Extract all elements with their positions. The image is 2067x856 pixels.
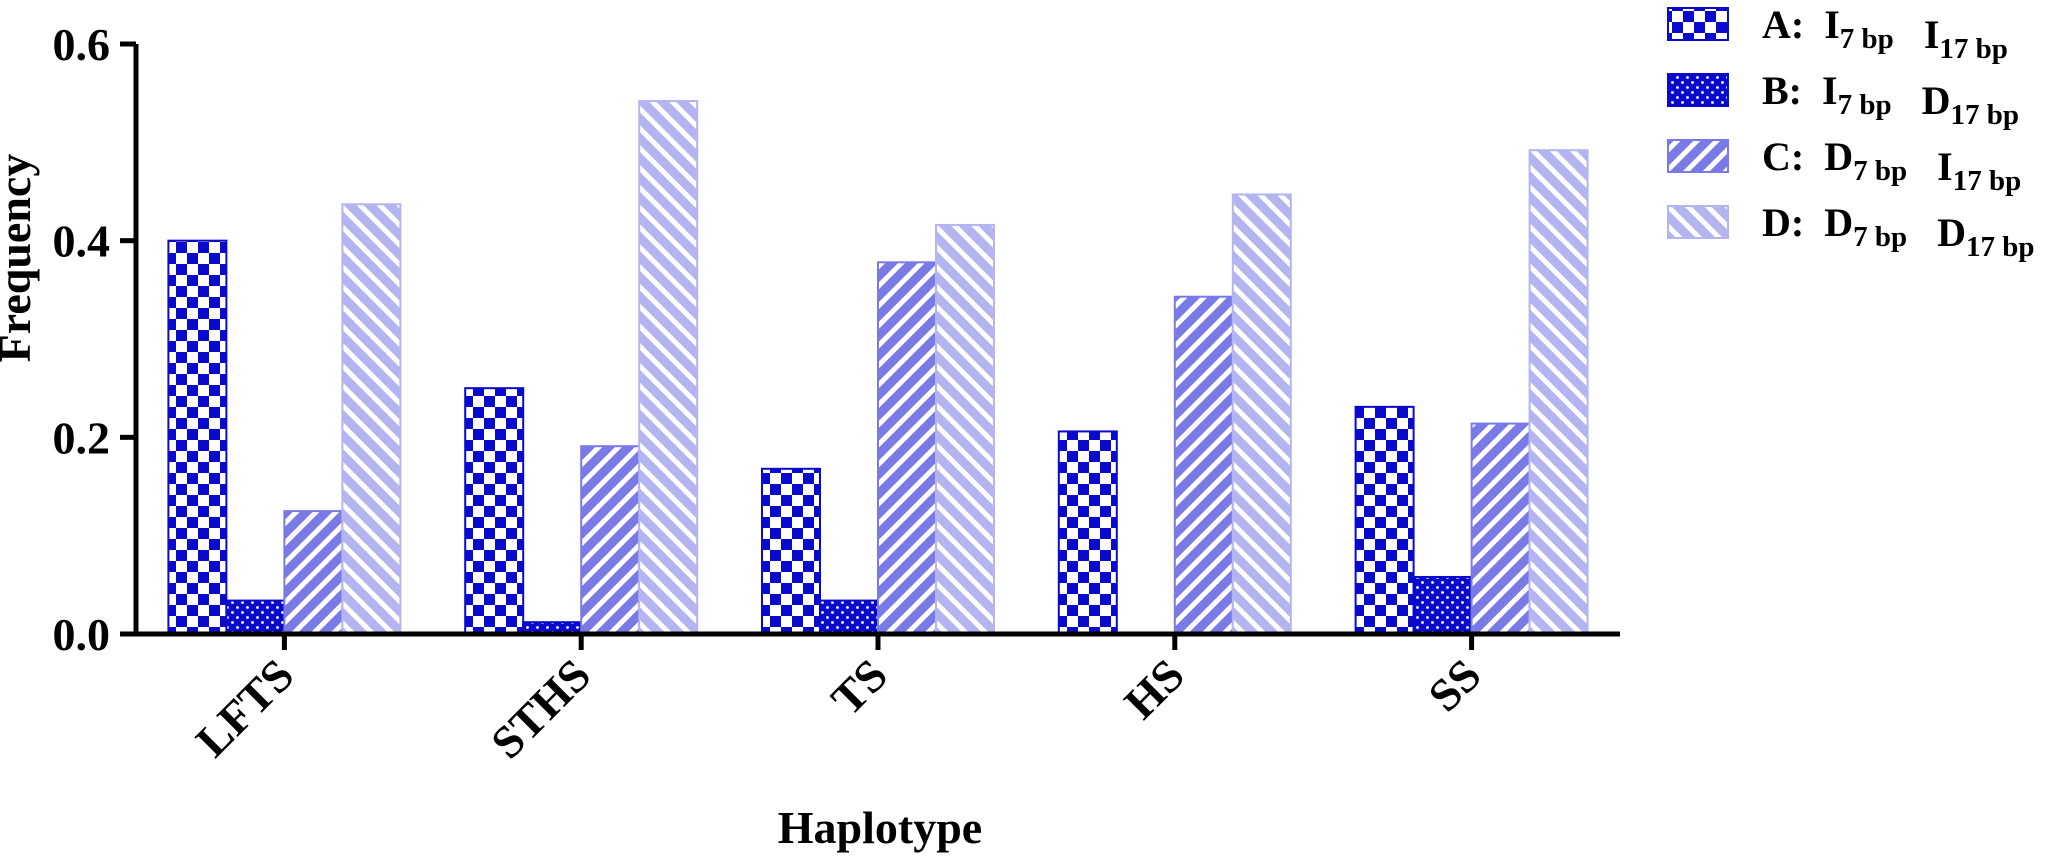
y-tick-label: 0.0 [53,609,111,660]
bar-D-TS [935,223,995,636]
legend-swatch-C [1667,139,1729,173]
legend-label-B: B: I7 bp D17 bp [1762,68,2019,131]
legend-swatch-D [1667,205,1729,239]
bar-C-SS [1470,422,1531,636]
bar-D-SS [1528,149,1589,635]
y-axis-title: Frequency [0,154,40,363]
x-tick-label-LFTS: LFTS [186,649,303,766]
x-axis-title: Haplotype [778,802,982,853]
bar-B-TS [819,599,879,635]
x-tick-label-HS: HS [1114,649,1193,728]
bar-C-STHS [580,445,641,635]
bar-C-LFTS [283,510,344,636]
legend-label-A: A: I7 bp I17 bp [1762,2,2008,65]
bar-D-STHS [638,100,699,636]
bar-A-SS [1354,405,1415,635]
legend: A: I7 bp I17 bpB: I7 bp D17 bpC: D7 bp I… [1667,2,2035,263]
bar-A-HS [1057,430,1118,635]
bar-A-STHS [464,387,525,635]
bar-B-SS [1412,575,1473,636]
x-tick-label-TS: TS [821,649,897,725]
bar-B-LFTS [225,599,286,635]
bar-D-LFTS [341,203,402,636]
legend-label-C: C: D7 bp I17 bp [1762,134,2021,197]
y-tick-label: 0.2 [53,412,111,463]
legend-label-D: D: D7 bp D17 bp [1762,200,2035,263]
bar-D-HS [1231,193,1292,635]
legend-swatch-B [1667,73,1729,107]
x-tick-label-SS: SS [1418,649,1490,721]
bar-A-LFTS [167,239,228,636]
y-tick-label: 0.4 [53,216,111,267]
bar-C-HS [1173,295,1234,635]
bar-A-TS [761,467,821,635]
legend-swatch-A [1667,7,1729,41]
y-tick-label: 0.6 [53,19,111,70]
x-tick-label-STHS: STHS [481,649,600,768]
bar-C-TS [877,261,937,635]
bars-group [167,100,1589,636]
